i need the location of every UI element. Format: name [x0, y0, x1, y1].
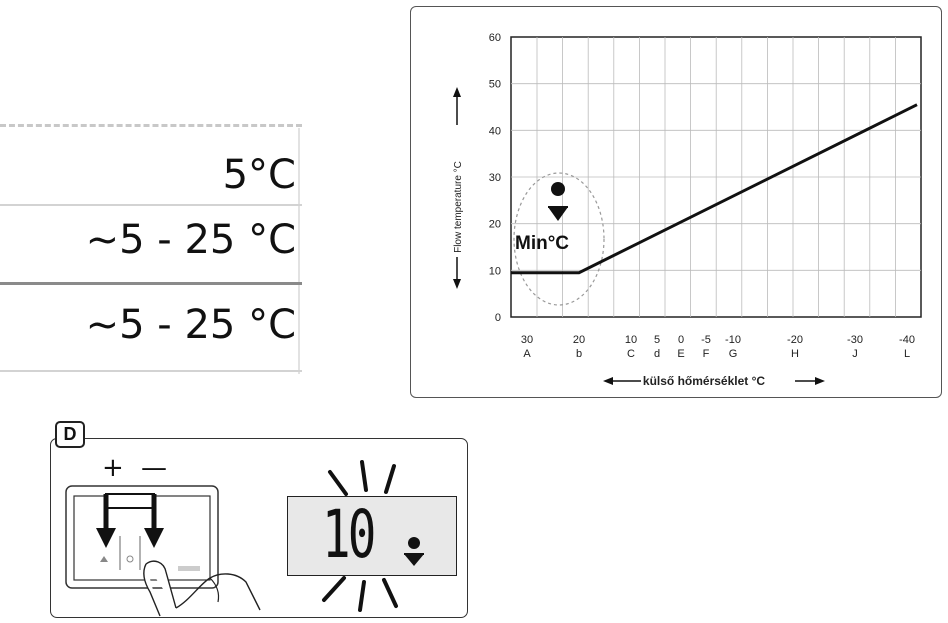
x-tick-label: 10 — [625, 334, 637, 346]
heating-curve-line — [511, 103, 918, 275]
x-arrow-left-icon — [603, 377, 613, 385]
table-right-border — [298, 128, 300, 374]
heating-curve-chart-panel: 0 10 20 30 40 50 60 30 A 20 b 10 C 5 d 0 E -5 F -10 G -20 H -3… — [410, 6, 942, 398]
y-tick-label: 0 — [495, 312, 501, 324]
panel-d-tag: D — [55, 421, 85, 448]
device-small-label — [178, 566, 200, 571]
x-tick-letter: G — [729, 348, 738, 360]
y-arrow-up-icon — [453, 87, 461, 97]
center-button-icon — [126, 555, 134, 563]
temperature-row-1: 5°C — [222, 152, 296, 198]
x-tick-label: -10 — [725, 334, 741, 346]
x-tick-letter: L — [904, 348, 910, 360]
x-tick-label: -40 — [899, 334, 915, 346]
minus-arrow-down-icon — [144, 528, 164, 548]
y-tick-label: 60 — [489, 32, 501, 44]
plus-label: + — [102, 453, 124, 483]
hand-knuckle-icon — [209, 577, 220, 603]
min-triangle-icon — [548, 207, 568, 221]
x-tick-letter: F — [703, 348, 710, 360]
x-tick-label: -5 — [701, 334, 711, 346]
flash-rays-icon — [322, 460, 398, 612]
x-axis-title-group: külső hőmérséklet °C — [603, 374, 825, 388]
control-device-illustration — [65, 485, 261, 617]
y-axis-title-group: Flow temperature °C — [453, 87, 464, 289]
x-tick-letter: A — [523, 348, 531, 360]
x-tick-label: 0 — [678, 334, 684, 346]
x-tick-label: -30 — [847, 334, 863, 346]
temperature-row-3: ~5 - 25 °C — [85, 302, 296, 348]
x-tick-label: -20 — [787, 334, 803, 346]
x-tick-label: 30 — [521, 334, 533, 346]
x-tick-label: 5 — [654, 334, 660, 346]
table-top-dashed-border — [0, 124, 302, 127]
y-arrow-down-icon — [453, 279, 461, 289]
lcd-dot-icon — [408, 537, 420, 549]
lcd-symbols — [322, 460, 424, 612]
x-tick-letter: J — [852, 348, 858, 360]
x-arrow-right-icon — [815, 377, 825, 385]
y-tick-label: 20 — [489, 219, 501, 231]
row-divider — [0, 282, 302, 285]
x-tick-letter: d — [654, 348, 660, 360]
minus-label: — — [141, 453, 167, 483]
arrow-bridge — [105, 493, 155, 509]
lcd-triangle-icon — [404, 554, 424, 566]
x-tick-label: 20 — [573, 334, 585, 346]
hand-finger-icon — [143, 560, 177, 617]
x-tick-letter: b — [576, 348, 582, 360]
x-axis-title: külső hőmérséklet °C — [643, 374, 766, 388]
x-tick-labels: 30 A 20 b 10 C 5 d 0 E -5 F -10 G -20 H -30 J -40 L — [521, 334, 915, 360]
y-tick-labels: 0 10 20 30 40 50 60 — [489, 32, 501, 324]
chart-grid — [510, 36, 922, 318]
lcd-display: 10 — [287, 496, 457, 576]
heating-curve-chart: 0 10 20 30 40 50 60 30 A 20 b 10 C 5 d 0 E -5 F -10 G -20 H -3… — [453, 32, 922, 388]
up-button-icon — [100, 556, 108, 562]
y-tick-label: 40 — [489, 125, 501, 137]
x-tick-letter: C — [627, 348, 635, 360]
x-tick-letter: H — [791, 348, 799, 360]
min-annotation: Min°C — [515, 233, 569, 254]
y-tick-label: 30 — [489, 172, 501, 184]
min-dot-icon — [551, 182, 565, 196]
row-divider — [0, 204, 302, 206]
y-tick-label: 10 — [489, 265, 501, 277]
lcd-value: 10 — [322, 496, 376, 573]
plus-arrow-down-icon — [96, 528, 116, 548]
y-tick-label: 50 — [489, 79, 501, 91]
x-tick-letter: E — [677, 348, 684, 360]
min-region-ellipse — [513, 172, 605, 306]
temperature-row-2: ~5 - 25 °C — [85, 217, 296, 263]
y-axis-title: Flow temperature °C — [453, 161, 464, 253]
row-divider — [0, 370, 302, 372]
